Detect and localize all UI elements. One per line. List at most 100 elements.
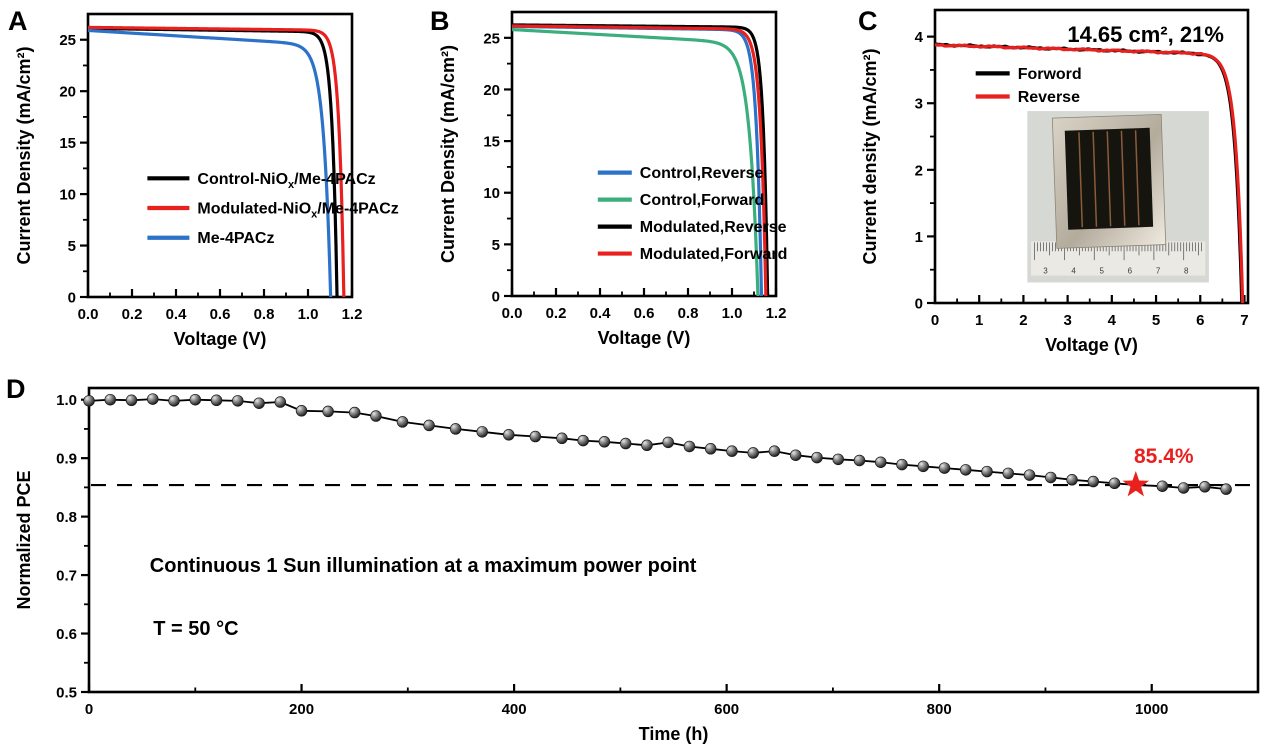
legend-label-0: Control,Reverse: [640, 165, 764, 182]
retention-star-label: 85.4%: [1134, 445, 1194, 468]
svg-text:4: 4: [1071, 267, 1076, 276]
svg-text:0.8: 0.8: [678, 305, 699, 322]
annotation-0: Continuous 1 Sun illumination at a maxim…: [150, 555, 697, 577]
svg-text:1.0: 1.0: [722, 305, 743, 322]
svg-text:0.6: 0.6: [210, 306, 231, 323]
svg-text:5: 5: [492, 237, 500, 254]
legend: Control-NiOx/Me-4PACz Modulated-NiOx/Me-4…: [147, 171, 399, 247]
svg-text:5: 5: [68, 238, 76, 255]
svg-text:0: 0: [492, 289, 500, 306]
data-markers: [83, 393, 1232, 495]
svg-text:15: 15: [59, 135, 76, 152]
svg-text:0.7: 0.7: [56, 568, 77, 585]
svg-text:6: 6: [1128, 267, 1133, 276]
svg-text:10: 10: [483, 185, 500, 202]
svg-text:5: 5: [1152, 312, 1160, 329]
series-control-nio-x-me-4pacz: [87, 26, 339, 298]
annotation-0: 14.65 cm², 21%: [1067, 22, 1224, 47]
svg-text:0.6: 0.6: [634, 305, 655, 322]
svg-text:0.9: 0.9: [56, 451, 77, 468]
panel-d: 0 200 400 600 800 1000 0.5 0.6 0.7 0.8 0.9 1.0 Time …: [0, 365, 1270, 750]
plot-border: [86, 12, 354, 299]
svg-text:4: 4: [915, 29, 924, 46]
svg-text:10: 10: [59, 187, 76, 204]
svg-text:800: 800: [927, 701, 952, 718]
svg-text:7: 7: [1240, 312, 1248, 329]
retention-star: [1122, 471, 1150, 497]
legend-label-3: Modulated,Forward: [640, 246, 788, 263]
svg-text:3: 3: [915, 96, 923, 113]
svg-text:600: 600: [714, 701, 739, 718]
y-axis: 0 5 10 15 20 25: [59, 32, 88, 307]
legend: Forword Reverse: [975, 66, 1082, 106]
svg-text:0.5: 0.5: [56, 685, 77, 702]
svg-text:0.2: 0.2: [122, 306, 143, 323]
svg-text:1: 1: [975, 312, 983, 329]
svg-text:6: 6: [1196, 312, 1204, 329]
panel-d-chart: 0 200 400 600 800 1000 0.5 0.6 0.7 0.8 0.9 1.0 Time …: [14, 386, 1260, 744]
y-axis: 0 1 2 3 4: [915, 29, 935, 313]
panel-c-letter: C: [858, 6, 878, 36]
svg-text:1.2: 1.2: [342, 306, 363, 323]
svg-text:3: 3: [1063, 312, 1071, 329]
svg-text:0: 0: [915, 296, 923, 313]
x-axis-title: Voltage (V): [598, 328, 691, 348]
series-me-4pacz: [87, 28, 333, 298]
svg-text:0.8: 0.8: [254, 306, 275, 323]
stability-line: [88, 398, 1227, 490]
svg-text:0.0: 0.0: [502, 305, 523, 322]
svg-text:25: 25: [59, 32, 76, 49]
legend-label-1: Control,Forward: [640, 192, 764, 209]
series-control-forward: [511, 27, 760, 297]
legend-label-0: Forword: [1018, 66, 1082, 83]
svg-text:400: 400: [502, 701, 527, 718]
svg-text:1.0: 1.0: [298, 306, 319, 323]
legend-label-0: Control-NiOx/Me-4PACz: [197, 171, 375, 191]
svg-text:1.0: 1.0: [56, 392, 77, 409]
x-axis: 0.0 0.2 0.4 0.6 0.8 1.0 1.2: [78, 289, 363, 323]
svg-text:25: 25: [483, 30, 500, 47]
svg-text:4: 4: [1108, 312, 1117, 329]
x-axis-title: Voltage (V): [174, 329, 267, 349]
mini-module: [1051, 113, 1167, 249]
y-axis: 0 5 10 15 20 25: [483, 30, 512, 306]
panel-a: 0.0 0.2 0.4 0.6 0.8 1.0 1.2 0 5 10 15 20 25 Voltage (…: [0, 0, 420, 365]
x-axis: 0.0 0.2 0.4 0.6 0.8 1.0 1.2: [502, 288, 787, 322]
svg-text:1000: 1000: [1135, 701, 1168, 718]
svg-text:0: 0: [931, 312, 939, 329]
svg-text:20: 20: [483, 82, 500, 99]
svg-text:1.2: 1.2: [766, 305, 787, 322]
x-axis-title: Voltage (V): [1045, 335, 1138, 355]
legend: Control,Reverse Control,Forward Modulated,…: [597, 165, 788, 263]
annotation-1: T = 50 °C: [153, 618, 238, 640]
panel-a-chart: 0.0 0.2 0.4 0.6 0.8 1.0 1.2 0 5 10 15 20 25 Voltage (…: [14, 12, 399, 349]
svg-text:7: 7: [1156, 267, 1161, 276]
svg-text:200: 200: [289, 701, 314, 718]
svg-text:0: 0: [68, 290, 76, 307]
svg-text:5: 5: [1100, 267, 1105, 276]
x-axis: 0 200 400 600 800 1000: [85, 684, 1168, 718]
legend-label-2: Modulated,Reverse: [640, 219, 787, 236]
panel-a-letter: A: [8, 6, 28, 36]
series-modulated-nio-x-me-4pacz: [87, 25, 346, 298]
series-reverse: [934, 43, 1245, 303]
y-axis: 0.5 0.6 0.7 0.8 0.9 1.0: [56, 392, 89, 702]
y-axis-title: Normalized PCE: [14, 470, 34, 609]
svg-text:2: 2: [1019, 312, 1027, 329]
panel-b-chart: 0.0 0.2 0.4 0.6 0.8 1.0 1.2 0 5 10 15 20 25 Voltage (…: [438, 10, 788, 348]
x-axis-title: Time (h): [639, 724, 709, 744]
panel-b-letter: B: [430, 6, 450, 36]
svg-text:0.4: 0.4: [166, 306, 188, 323]
plot-border: [87, 386, 1260, 694]
legend-label-1: Modulated-NiOx/Me-4PACz: [197, 201, 398, 221]
panel-c: 0 1 2 3 4 5 6 7 0 1 2 3 4 Voltage (V) Current density …: [840, 0, 1270, 365]
svg-text:2: 2: [915, 162, 923, 179]
svg-text:0.2: 0.2: [546, 305, 567, 322]
svg-text:0.6: 0.6: [56, 626, 77, 643]
panel-b: 0.0 0.2 0.4 0.6 0.8 1.0 1.2 0 5 10 15 20 25 Voltage (…: [420, 0, 840, 365]
svg-text:0.8: 0.8: [56, 509, 77, 526]
svg-text:1: 1: [915, 229, 923, 246]
panel-c-chart: 0 1 2 3 4 5 6 7 0 1 2 3 4 Voltage (V) Current density …: [860, 8, 1250, 355]
svg-text:8: 8: [1184, 267, 1189, 276]
